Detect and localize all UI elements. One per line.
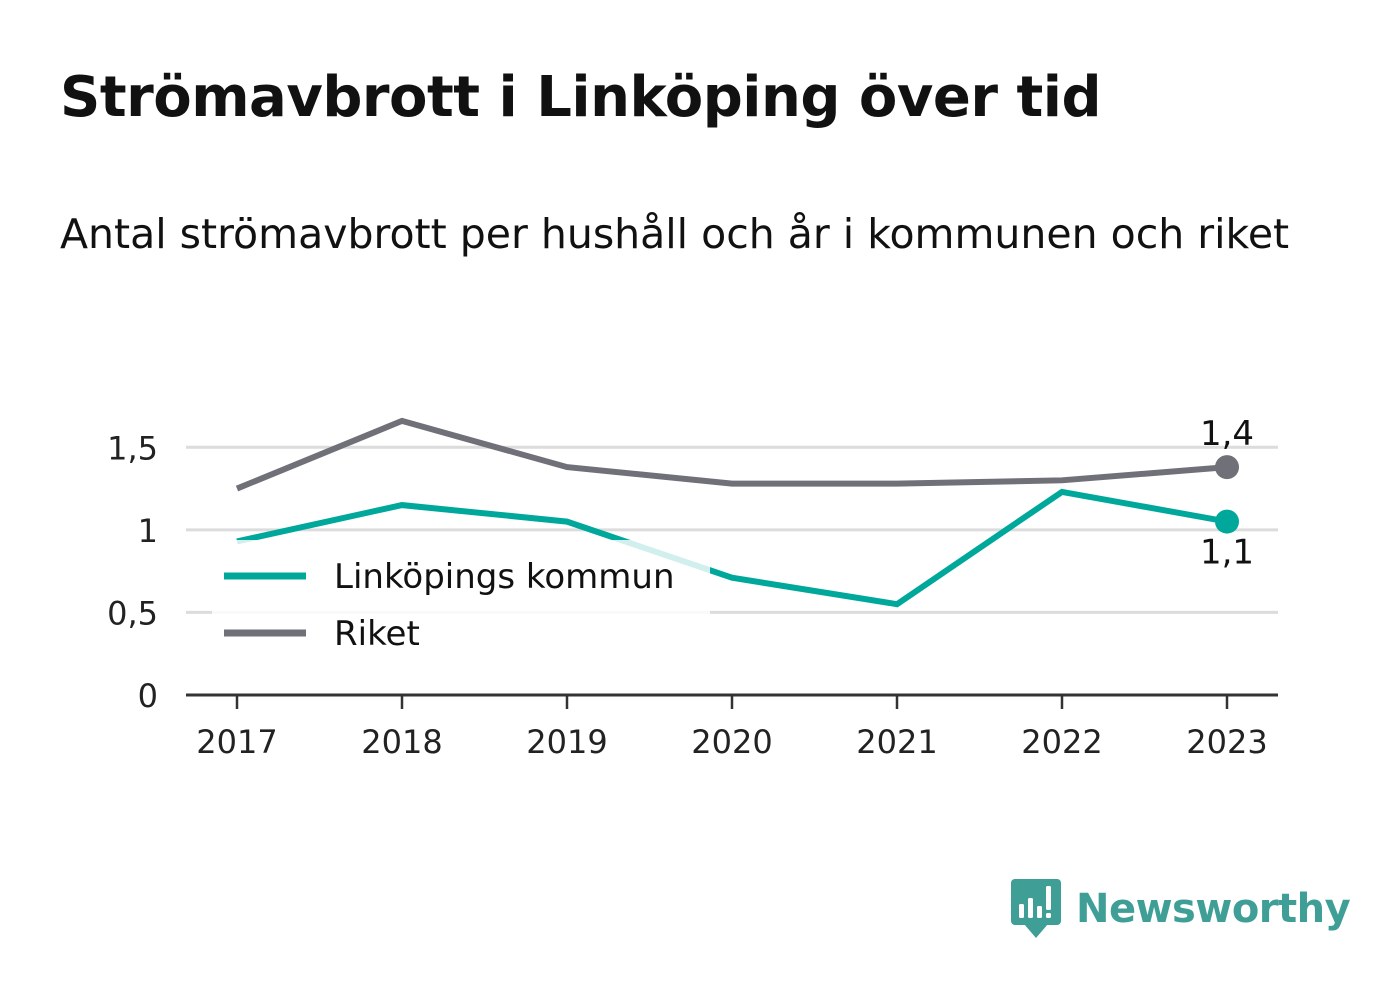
brand-name: Newsworthy [1076, 886, 1351, 932]
x-tick-label: 2018 [361, 723, 442, 761]
x-tick-label: 2019 [526, 723, 607, 761]
series-line-riket [235, 417, 1228, 492]
newsworthy-logo: Newsworthy [1010, 878, 1351, 940]
legend-label: Riket [334, 614, 420, 654]
x-tick-label: 2022 [1021, 723, 1102, 761]
endpoint-marker [1215, 509, 1239, 534]
y-tick-label: 0 [138, 677, 158, 715]
y-tick-label: 1,5 [107, 429, 158, 467]
x-tick-label: 2017 [196, 723, 277, 761]
legend-label: Linköpings kommun [334, 557, 675, 597]
legend-background [212, 540, 710, 662]
x-tick-label: 2023 [1186, 723, 1267, 761]
series-line-link-pings-kommun [236, 488, 1228, 608]
chart-subtitle: Antal strömavbrott per hushåll och år i … [60, 210, 1290, 258]
y-tick-label: 0,5 [107, 594, 158, 632]
legend: Linköpings kommun Riket [212, 540, 710, 662]
chart-title: Strömavbrott i Linköping över tid [60, 65, 1102, 130]
endpoint-marker [1215, 455, 1239, 480]
x-tick-label: 2020 [691, 723, 772, 761]
newsworthy-logo-icon [1011, 879, 1061, 938]
end-value-label: 1,1 [1200, 533, 1254, 573]
line-chart: 0 0,5 1 1,5 2017 2018 2019 2020 2021 2022 2023 1,4 1… [107, 414, 1278, 761]
end-value-label: 1,4 [1200, 414, 1254, 454]
y-tick-label: 1 [138, 512, 158, 550]
x-tick-label: 2021 [856, 723, 937, 761]
